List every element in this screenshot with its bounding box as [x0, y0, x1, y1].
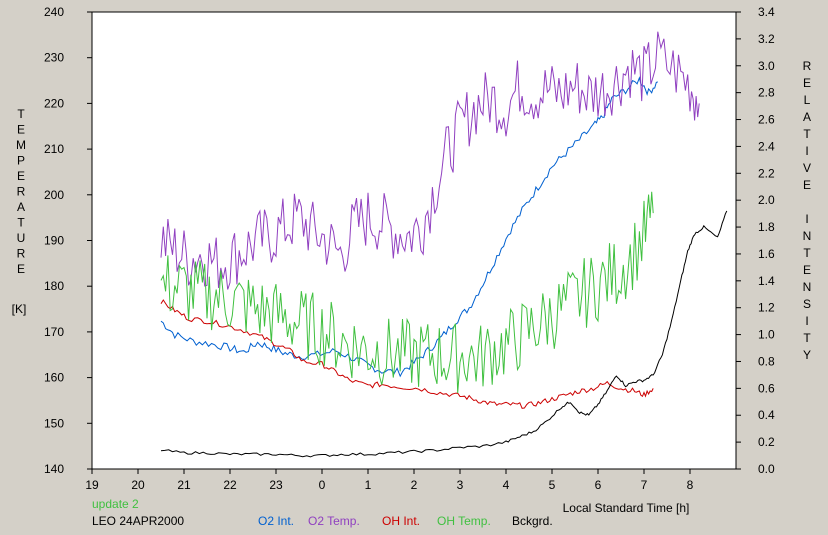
y-left-tick-label: 180 — [44, 279, 64, 293]
y-right-tick-label: 2.2 — [758, 166, 775, 180]
legend-oh-int: OH Int. — [382, 514, 421, 528]
legend-o2-temp: O2 Temp. — [308, 514, 360, 528]
x-tick-label: 8 — [687, 478, 694, 492]
y-right-tick-label: 0.4 — [758, 408, 775, 422]
y-left-tick-label: 230 — [44, 51, 64, 65]
x-tick-label: 21 — [177, 478, 191, 492]
x-axis-title: Local Standard Time [h] — [563, 501, 690, 515]
y-right-tick-label: 1.6 — [758, 247, 775, 261]
right-axis-title-letter: E — [803, 178, 811, 192]
y-right-tick-label: 0.8 — [758, 354, 775, 368]
series-line-o2-temp — [160, 31, 700, 290]
x-tick-label: 20 — [131, 478, 145, 492]
y-right-tick-label: 0.2 — [758, 435, 775, 449]
left-axis-unit: [K] — [12, 302, 27, 316]
right-axis-title-letter: L — [804, 93, 811, 107]
y-left-tick-label: 220 — [44, 96, 64, 110]
left-axis-title-letter: T — [17, 107, 25, 121]
left-axis-title-letter: A — [17, 200, 25, 214]
right-axis-title-letter: R — [803, 59, 812, 73]
y-right-tick-label: 3.4 — [758, 5, 775, 19]
x-tick-label: 1 — [365, 478, 372, 492]
legend-oh-temp: OH Temp. — [437, 514, 491, 528]
left-axis-title-letter: P — [17, 154, 25, 168]
x-tick-label: 7 — [641, 478, 648, 492]
y-left-tick-label: 190 — [44, 234, 64, 248]
right-axis-title-letter: I — [805, 144, 808, 158]
y-right-tick-label: 0.6 — [758, 381, 775, 395]
left-axis-title-letter: E — [17, 169, 25, 183]
x-tick-label: 3 — [457, 478, 464, 492]
y-left-tick-label: 160 — [44, 371, 64, 385]
y-left-tick-label: 170 — [44, 325, 64, 339]
right-axis-title-letter: T — [803, 127, 811, 141]
y-left-tick-label: 240 — [44, 5, 64, 19]
y-right-tick-label: 2.4 — [758, 139, 775, 153]
y-right-tick-label: 1.2 — [758, 301, 775, 315]
x-tick-label: 0 — [319, 478, 326, 492]
left-axis-title-letter: U — [17, 231, 26, 245]
right-axis-title-letter: N — [803, 229, 812, 243]
series-layer — [160, 31, 728, 458]
right-axis-title-letter: T — [803, 331, 811, 345]
right-axis-title-letter: N — [803, 280, 812, 294]
x-tick-label: 5 — [549, 478, 556, 492]
left-axis-title-letter: R — [17, 185, 26, 199]
y-right-tick-label: 1.4 — [758, 274, 775, 288]
y-right-tick-label: 3.0 — [758, 59, 775, 73]
site-date-label: LEO 24APR2000 — [92, 514, 185, 528]
y-right-tick-label: 1.0 — [758, 328, 775, 342]
right-axis-title-letter: V — [803, 161, 811, 175]
y-left-tick-label: 200 — [44, 188, 64, 202]
right-axis-title-letter: A — [803, 110, 811, 124]
axis-layer: 19 20 21 22 23 0 1 2 3 4 5 6 7 8140150160170180190200… — [44, 5, 775, 492]
right-axis-title-letter: T — [803, 246, 811, 260]
y-right-tick-label: 3.2 — [758, 32, 775, 46]
left-axis-title-letter: R — [17, 247, 26, 261]
series-line-oh-int — [160, 299, 654, 409]
legend-o2-int: O2 Int. — [258, 514, 295, 528]
right-axis-title-letter: E — [803, 76, 811, 90]
x-tick-label: 23 — [269, 478, 283, 492]
left-axis-title-letter: E — [17, 123, 25, 137]
left-axis-title-letter: E — [17, 262, 25, 276]
x-tick-label: 19 — [85, 478, 99, 492]
series-line-o2-int — [160, 76, 658, 378]
right-axis-title-letter: E — [803, 263, 811, 277]
x-tick-label: 22 — [223, 478, 237, 492]
y-left-tick-label: 210 — [44, 142, 64, 156]
right-axis-title-letter: I — [805, 212, 808, 226]
right-axis-title-letter: Y — [803, 348, 811, 362]
y-left-tick-label: 140 — [44, 462, 64, 476]
series-line-bckgrd — [160, 210, 728, 458]
right-axis-title-letter: I — [805, 314, 808, 328]
y-right-tick-label: 2.0 — [758, 193, 775, 207]
y-left-tick-label: 150 — [44, 416, 64, 430]
y-right-tick-label: 2.6 — [758, 113, 775, 127]
x-tick-label: 2 — [411, 478, 418, 492]
series-line-oh-temp — [160, 191, 654, 394]
y-right-tick-label: 0.0 — [758, 462, 775, 476]
y-right-tick-label: 1.8 — [758, 220, 775, 234]
x-tick-label: 4 — [503, 478, 510, 492]
y-right-tick-label: 2.8 — [758, 86, 775, 100]
left-axis-title-letter: T — [17, 216, 25, 230]
left-axis-title-letter: M — [16, 138, 26, 152]
legend-bckgrd: Bckgrd. — [512, 514, 553, 528]
update-label: update 2 — [92, 497, 139, 511]
x-tick-label: 6 — [595, 478, 602, 492]
right-axis-title-letter: S — [803, 297, 811, 311]
